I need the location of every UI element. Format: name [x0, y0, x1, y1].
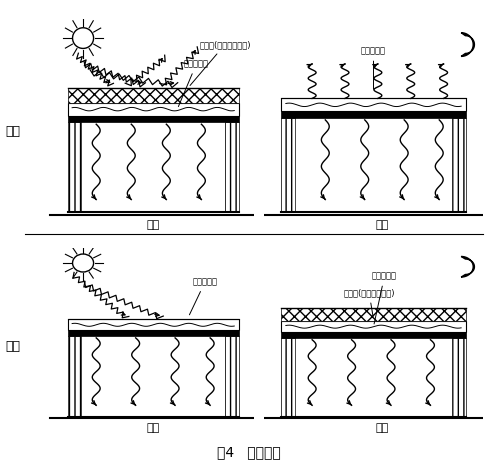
Bar	[68, 116, 239, 122]
Text: 屋面蓄热体: 屋面蓄热体	[372, 271, 397, 324]
Text: 夏季: 夏季	[5, 124, 20, 138]
Bar	[226, 336, 239, 417]
Text: 屋面蓄热体: 屋面蓄热体	[189, 277, 218, 315]
Bar	[68, 102, 239, 116]
Text: 白天: 白天	[146, 219, 160, 229]
Text: 白天: 白天	[146, 424, 160, 433]
Bar	[452, 118, 466, 212]
Text: 图4   蓄热屋顶: 图4 蓄热屋顶	[217, 445, 281, 459]
Circle shape	[73, 254, 94, 272]
Bar	[281, 118, 295, 212]
Circle shape	[73, 28, 94, 48]
Bar	[68, 88, 239, 102]
Polygon shape	[461, 33, 475, 56]
Text: 夜间: 夜间	[375, 424, 389, 433]
Bar	[68, 336, 81, 417]
Bar	[281, 98, 466, 111]
Bar	[226, 122, 239, 212]
Bar	[281, 308, 466, 321]
Text: 屋面蓄热体: 屋面蓄热体	[361, 46, 386, 89]
Bar	[281, 321, 466, 332]
Bar	[452, 338, 466, 417]
Bar	[281, 111, 466, 118]
Text: 屋面蓄热体: 屋面蓄热体	[178, 59, 209, 107]
Bar	[281, 338, 295, 417]
Polygon shape	[461, 256, 475, 277]
Bar	[68, 122, 81, 212]
Text: 冬季: 冬季	[5, 340, 20, 353]
Text: 保温板(表面做反射膜): 保温板(表面做反射膜)	[343, 288, 395, 316]
Bar	[68, 330, 239, 336]
Bar	[68, 319, 239, 330]
Text: 保温板(表面做反射膜): 保温板(表面做反射膜)	[190, 40, 250, 86]
Bar	[281, 332, 466, 338]
Text: 夜间: 夜间	[375, 219, 389, 229]
